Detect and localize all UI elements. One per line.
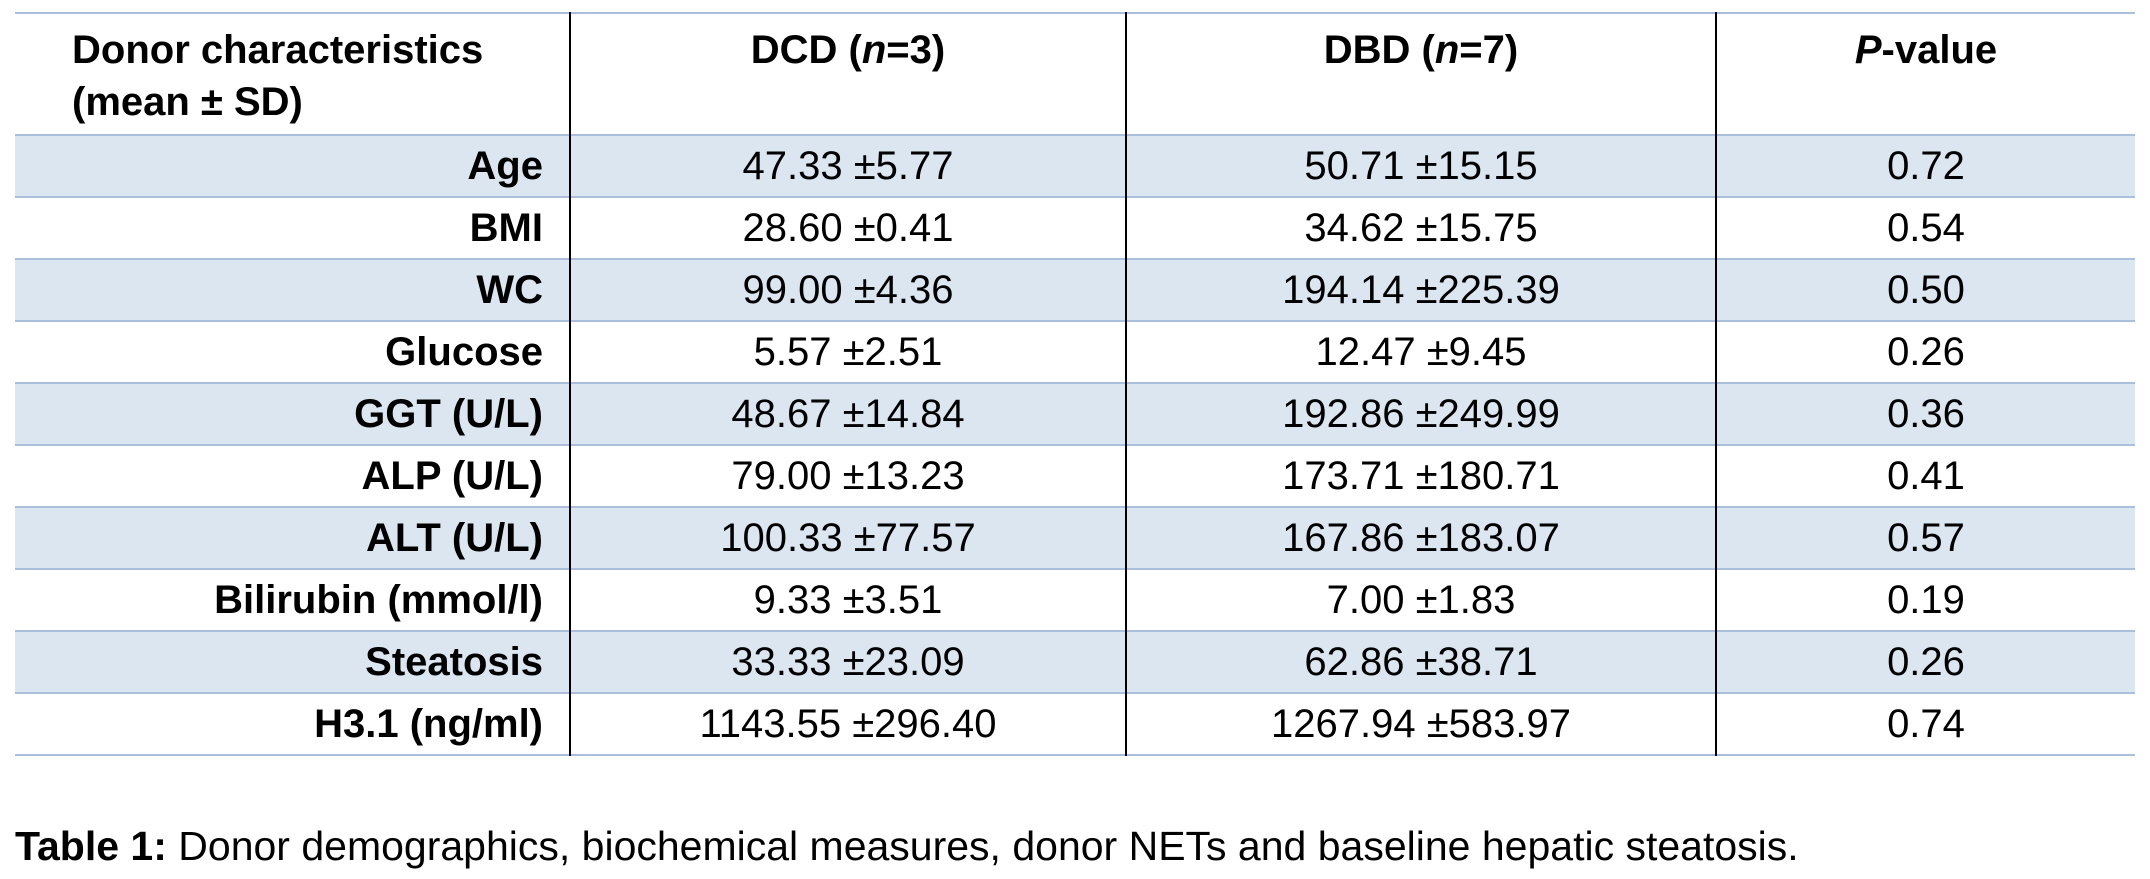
dbd-value: 7.00 ±1.83 [1125, 569, 1716, 631]
p-value: 0.74 [1715, 693, 2135, 755]
table-row: Age 47.33 ±5.77 50.71 ±15.15 0.72 [15, 135, 2135, 197]
dbd-value: 1267.94 ±583.97 [1125, 693, 1716, 755]
dcd-value: 5.57 ±2.51 [569, 321, 1126, 383]
header-dcd: DCD (n=3) [569, 13, 1126, 135]
donor-characteristics-table: Donor characteristics (mean ± SD) DCD (n… [15, 12, 2135, 756]
header-dbd-n: n [1434, 28, 1460, 72]
dbd-value: 34.62 ±15.75 [1125, 197, 1716, 259]
table-row: ALT (U/L) 100.33 ±77.57 167.86 ±183.07 0… [15, 507, 2135, 569]
dcd-value: 48.67 ±14.84 [569, 383, 1126, 445]
header-p-suffix: -value [1881, 28, 1998, 72]
p-value: 0.54 [1715, 197, 2135, 259]
row-label: ALP (U/L) [361, 454, 543, 498]
dcd-value: 33.33 ±23.09 [569, 631, 1126, 693]
table-row: Steatosis 33.33 ±23.09 62.86 ±38.71 0.26 [15, 631, 2135, 693]
dbd-value: 192.86 ±249.99 [1125, 383, 1716, 445]
dbd-value: 173.71 ±180.71 [1125, 445, 1716, 507]
header-donor-characteristics-line1: Donor characteristics [72, 28, 484, 72]
row-label: H3.1 (ng/ml) [314, 702, 543, 746]
caption-label: Table 1: [15, 823, 167, 869]
table-caption: Table 1: Donor demographics, biochemical… [15, 820, 1799, 872]
dcd-value: 1143.55 ±296.40 [569, 693, 1126, 755]
p-value: 0.19 [1715, 569, 2135, 631]
header-dbd-suffix: =7) [1459, 28, 1519, 72]
table-row: BMI 28.60 ±0.41 34.62 ±15.75 0.54 [15, 197, 2135, 259]
row-label: Glucose [385, 330, 543, 374]
caption-text: Donor demographics, biochemical measures… [166, 823, 1799, 869]
dcd-value: 28.60 ±0.41 [569, 197, 1126, 259]
p-value: 0.50 [1715, 259, 2135, 321]
row-label: BMI [469, 206, 543, 250]
dcd-value: 47.33 ±5.77 [569, 135, 1126, 197]
header-dcd-n: n [861, 28, 887, 72]
header-p-italic: P [1854, 28, 1882, 72]
p-value: 0.72 [1715, 135, 2135, 197]
table-row: ALP (U/L) 79.00 ±13.23 173.71 ±180.71 0.… [15, 445, 2135, 507]
row-label: Bilirubin (mmol/l) [214, 578, 543, 622]
row-label: Age [467, 144, 543, 188]
dbd-value: 194.14 ±225.39 [1125, 259, 1716, 321]
dcd-value: 9.33 ±3.51 [569, 569, 1126, 631]
dbd-value: 62.86 ±38.71 [1125, 631, 1716, 693]
table-row: WC 99.00 ±4.36 194.14 ±225.39 0.50 [15, 259, 2135, 321]
donor-characteristics-table-container: Donor characteristics (mean ± SD) DCD (n… [15, 12, 2135, 756]
row-label: GGT (U/L) [354, 392, 543, 436]
dbd-value: 12.47 ±9.45 [1125, 321, 1716, 383]
dcd-value: 100.33 ±77.57 [569, 507, 1126, 569]
table-header-row: Donor characteristics (mean ± SD) DCD (n… [15, 13, 2135, 135]
p-value: 0.26 [1715, 321, 2135, 383]
table-row: Bilirubin (mmol/l) 9.33 ±3.51 7.00 ±1.83… [15, 569, 2135, 631]
dcd-value: 99.00 ±4.36 [569, 259, 1126, 321]
dbd-value: 50.71 ±15.15 [1125, 135, 1716, 197]
p-value: 0.36 [1715, 383, 2135, 445]
row-label: Steatosis [365, 640, 543, 684]
header-dbd: DBD (n=7) [1125, 13, 1716, 135]
table-row: H3.1 (ng/ml) 1143.55 ±296.40 1267.94 ±58… [15, 693, 2135, 755]
row-label: ALT (U/L) [366, 516, 543, 560]
table-row: Glucose 5.57 ±2.51 12.47 ±9.45 0.26 [15, 321, 2135, 383]
p-value: 0.41 [1715, 445, 2135, 507]
p-value: 0.57 [1715, 507, 2135, 569]
dbd-value: 167.86 ±183.07 [1125, 507, 1716, 569]
table-body: Age 47.33 ±5.77 50.71 ±15.15 0.72 BMI 28… [15, 135, 2135, 755]
header-donor-characteristics: Donor characteristics (mean ± SD) [15, 13, 570, 135]
header-donor-characteristics-line2: (mean ± SD) [72, 80, 303, 124]
table-row: GGT (U/L) 48.67 ±14.84 192.86 ±249.99 0.… [15, 383, 2135, 445]
row-label: WC [476, 268, 543, 312]
header-dbd-prefix: DBD ( [1323, 28, 1435, 72]
header-dcd-suffix: =3) [886, 28, 946, 72]
header-p-value: P-value [1715, 13, 2135, 135]
header-dcd-prefix: DCD ( [750, 28, 862, 72]
dcd-value: 79.00 ±13.23 [569, 445, 1126, 507]
p-value: 0.26 [1715, 631, 2135, 693]
